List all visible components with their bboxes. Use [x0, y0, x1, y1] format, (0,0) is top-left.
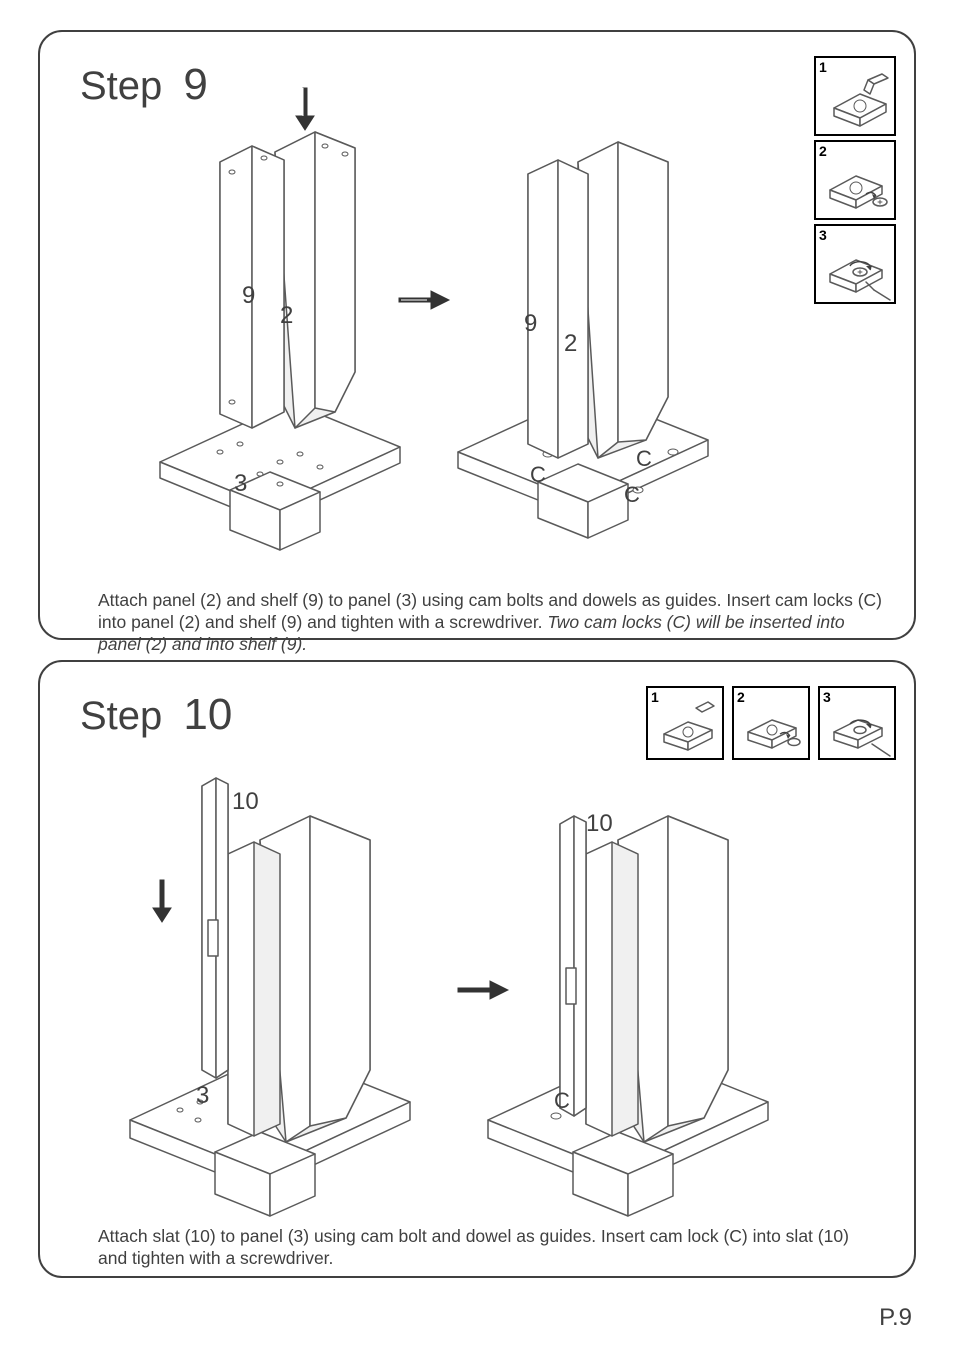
step-9-left-diagram [140, 112, 440, 552]
step-10-right-diagram [468, 760, 828, 1220]
page: Step 9 1 2 [38, 30, 916, 1288]
callout-3: 3 [818, 686, 896, 760]
callout-1: 1 [814, 56, 896, 136]
step9-right-label-2: 2 [564, 330, 577, 358]
step9-left-label-2: 2 [280, 302, 293, 330]
step10-left-label-3: 3 [196, 1082, 209, 1110]
step-10-left-diagram [110, 760, 470, 1220]
camlock-seat-icon [816, 142, 898, 222]
callout-1-num: 1 [651, 689, 659, 705]
step9-right-label-c3: C [624, 482, 640, 508]
step10-left-label-10: 10 [232, 788, 259, 816]
callout-2-num: 2 [819, 143, 827, 159]
step-9-title-prefix: Step [80, 64, 162, 108]
camlock-insert-icon [648, 688, 726, 762]
step9-right-label-9: 9 [524, 310, 537, 338]
step-9-instruction: Attach panel (2) and shelf (9) to panel … [98, 590, 884, 656]
step-10-title: Step 10 [80, 690, 232, 740]
step10-right-label-c: C [554, 1088, 570, 1114]
step-10-box: Step 10 1 2 [38, 660, 916, 1278]
callout-3: 3 [814, 224, 896, 304]
step-10-title-num: 10 [183, 690, 232, 739]
step-10-instruction: Attach slat (10) to panel (3) using cam … [98, 1226, 874, 1270]
callout-3-num: 3 [823, 689, 831, 705]
callout-1-num: 1 [819, 59, 827, 75]
callout-2-num: 2 [737, 689, 745, 705]
camlock-seat-icon [734, 688, 812, 762]
camlock-tighten-icon [820, 688, 898, 762]
step9-left-label-9: 9 [242, 282, 255, 310]
step10-right-label-10: 10 [586, 810, 613, 838]
callout-3-num: 3 [819, 227, 827, 243]
camlock-insert-icon [816, 58, 898, 138]
callout-2: 2 [732, 686, 810, 760]
step-9-right-diagram [428, 112, 748, 552]
step-9-title: Step 9 [80, 60, 208, 110]
callout-2: 2 [814, 140, 896, 220]
camlock-tighten-icon [816, 226, 898, 306]
callout-1: 1 [646, 686, 724, 760]
step-10-hardware-callouts: 1 2 [646, 686, 896, 760]
step9-left-label-3: 3 [234, 470, 247, 498]
step-10-title-prefix: Step [80, 694, 162, 738]
step-9-box: Step 9 1 2 [38, 30, 916, 640]
step-9-title-num: 9 [183, 60, 207, 109]
step-9-hardware-callouts: 1 2 [814, 56, 896, 304]
step9-right-label-c1: C [530, 462, 546, 488]
page-number: P.9 [879, 1304, 912, 1332]
step9-right-label-c2: C [636, 446, 652, 472]
